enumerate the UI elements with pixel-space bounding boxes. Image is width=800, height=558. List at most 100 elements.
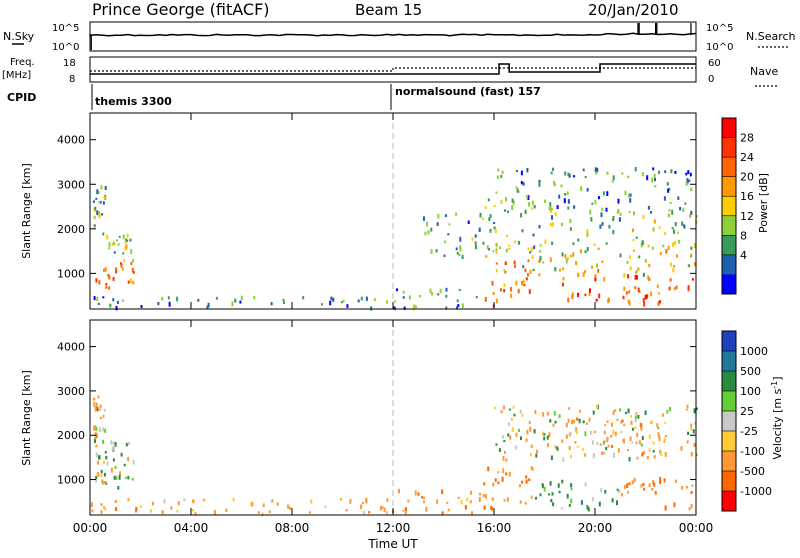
velocity-cell [520,436,522,441]
velocity-cell [225,508,228,512]
velocity-cell [119,471,121,477]
velocity-cell [568,504,571,507]
freq-trace [90,63,696,75]
power-cell [455,212,458,216]
velocity-cell [131,478,134,481]
nsky-tick-bottom: 10^0 [52,42,79,53]
power-range-axis: 4000 3000 2000 1000 [57,134,696,280]
velocity-cell [536,449,538,454]
power-cell [632,238,635,242]
power-range-tick-label: 3000 [57,178,85,191]
velocity-cell [648,434,651,439]
time-tick-label: 20:00 [578,521,613,535]
power-cell [116,239,118,242]
velocity-cell [620,431,623,434]
velocity-cell [554,420,557,424]
power-cell [550,209,553,214]
power-cell [479,212,482,218]
velocity-cell [511,427,514,432]
power-cell [564,254,567,259]
velocity-cell [98,408,101,411]
velocity-cell [641,452,644,457]
velocity-cell [561,479,564,484]
velocity-cell [94,406,97,412]
power-cell [625,291,628,295]
velocity-cell [469,500,472,504]
time-tick-labels: 00:00 04:00 08:00 12:00 16:00 20:00 00:00 [73,521,714,535]
velocity-cell [543,436,546,441]
power-cell [658,226,661,229]
power-cell [357,299,360,303]
velocity-heatmap [90,395,698,517]
velocity-cell [535,496,537,500]
velocity-cell [640,428,643,431]
velocity-cell [630,415,632,418]
power-cell [606,171,609,175]
power-cell [658,292,660,295]
power-cell [503,283,506,287]
cpid-segment-2: normalsound (fast) 157 [395,85,541,98]
power-cell [632,228,634,233]
velocity-cell [425,506,428,512]
power-cell [515,280,518,286]
power-cell [283,301,285,304]
colorbar-swatch [722,351,736,372]
power-colorbar: 28 24 20 16 12 8 4 [721,117,754,295]
velocity-cell [629,436,632,441]
power-cell [360,296,363,301]
power-cell [538,225,541,229]
velocity-cell [591,497,594,502]
power-cell [448,223,451,226]
power-cell [665,249,668,254]
power-cell [595,263,598,268]
power-cell [586,247,589,252]
power-cell [685,182,688,186]
power-cell [684,202,687,205]
power-cell [429,288,432,294]
velocity-cell [140,505,142,508]
velocity-cell [490,507,493,511]
power-cell [586,229,589,233]
power-cell [105,283,108,286]
power-cell [635,270,638,273]
power-cell [240,295,243,301]
power-cell [672,267,675,273]
power-cell [612,230,615,235]
power-cell [652,227,655,232]
power-cell [508,244,511,247]
power-cell [105,285,108,289]
velocity-cell [653,455,656,459]
colorbar-tick-label: 100 [740,385,761,398]
velocity-cell [414,490,417,496]
power-cell [503,289,506,293]
power-cell [646,294,649,299]
velocity-cell [618,489,621,493]
velocity-cell [110,467,113,473]
power-cell [533,245,536,250]
velocity-cell [112,458,115,462]
velocity-cell [659,476,662,482]
freq-tick-bottom: 8 [69,74,75,85]
nave-tick-top: 60 [708,58,721,69]
power-cell [527,247,530,251]
velocity-cell [602,440,605,445]
velocity-cell [163,499,166,504]
velocity-cell [460,499,463,505]
power-cell [161,296,164,301]
power-cell [572,292,574,297]
power-cell [558,194,561,199]
power-cell [635,236,638,239]
velocity-cell [268,510,271,514]
power-cell [528,202,531,207]
velocity-cell [502,435,504,439]
power-cell [629,193,632,197]
nave-trace [90,67,696,72]
velocity-cell [605,447,608,451]
power-cell [650,211,652,214]
velocity-cell [603,440,606,443]
power-cell [601,222,604,226]
power-cell [373,298,376,302]
velocity-cell [552,502,555,507]
velocity-cell [93,401,96,407]
colorbar-swatch [722,451,736,472]
